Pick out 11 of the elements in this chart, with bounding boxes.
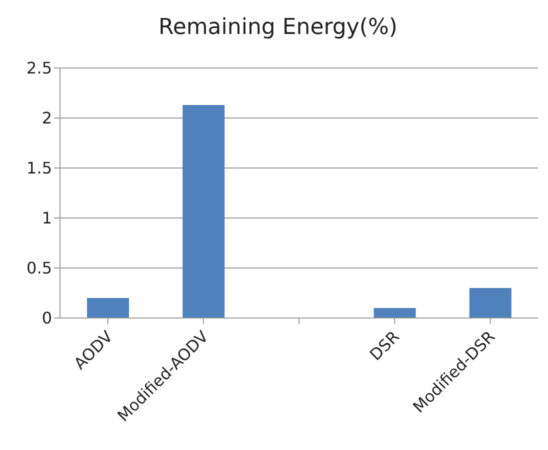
bar xyxy=(469,288,512,318)
y-tick-label: 0.5 xyxy=(26,258,52,278)
y-tick-label: 1.5 xyxy=(26,158,52,178)
chart-title: Remaining Energy(%) xyxy=(158,14,398,42)
y-tick-label: 2.5 xyxy=(26,58,52,78)
y-tick-label: 1 xyxy=(42,208,52,228)
bar xyxy=(374,308,416,318)
bar xyxy=(87,298,129,318)
y-tick-label: 0 xyxy=(42,308,52,328)
y-tick-label: 2 xyxy=(42,108,52,128)
bar xyxy=(182,105,225,318)
